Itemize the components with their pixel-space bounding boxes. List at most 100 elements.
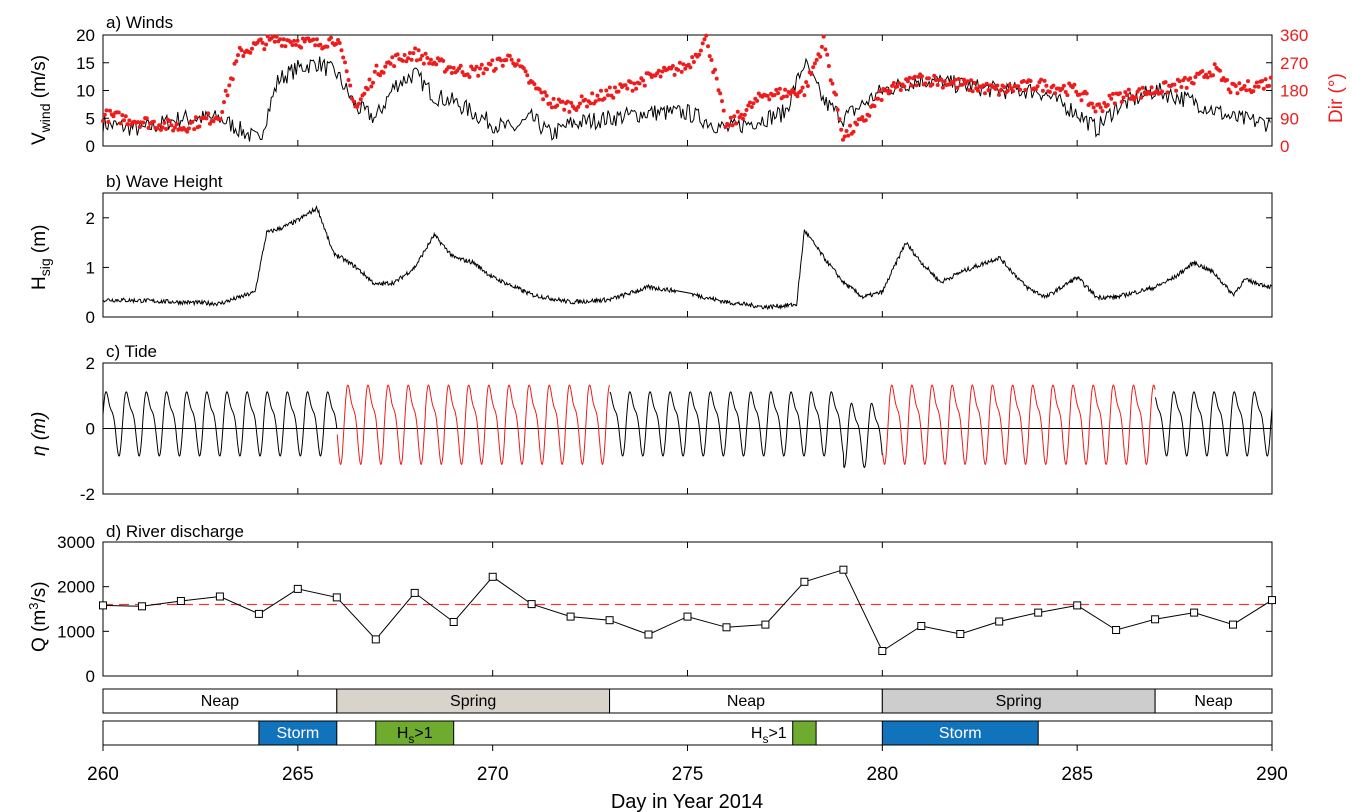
discharge-point — [761, 620, 770, 629]
wind-dir-point — [940, 85, 945, 90]
event-band — [881, 720, 1039, 746]
wind-dir-point — [1109, 96, 1114, 101]
wind-dir-point — [1016, 84, 1021, 89]
wind-dir-point — [597, 97, 602, 102]
wind-dir-point — [325, 44, 330, 49]
wind-dir-point — [1126, 87, 1131, 92]
wind-dir-point — [334, 41, 339, 46]
wind-dir-point — [120, 113, 125, 118]
event-label: Storm — [276, 725, 319, 742]
wind-dir-point — [371, 80, 375, 85]
wind-dir-point — [500, 63, 505, 68]
wind-dir-point — [1061, 83, 1066, 88]
discharge-point — [956, 630, 965, 638]
wind-dir-point — [381, 70, 386, 75]
wind-dir-point — [1121, 95, 1126, 100]
wind-dir-point — [606, 93, 610, 98]
wind-dir-point — [1246, 79, 1250, 84]
wind-dir-point — [274, 34, 279, 39]
wind-dir-point — [691, 60, 696, 64]
wind-dir-point — [774, 87, 779, 92]
wind-dir-point — [672, 72, 677, 77]
wind-dir-point — [418, 57, 423, 62]
wind-dir-point — [676, 67, 681, 72]
wind-dir-point — [428, 57, 433, 62]
wind-dir-point — [739, 112, 744, 117]
wind-dir-point — [351, 99, 356, 104]
wind-dir-point — [713, 67, 717, 72]
wind-dir-point — [1005, 88, 1010, 93]
wind-dir-point — [706, 44, 710, 49]
wind-dir-point — [372, 69, 377, 74]
wind-dir-point — [728, 115, 733, 120]
tide-spring-line — [336, 384, 611, 466]
wind-dir-point — [160, 125, 165, 130]
wind-dir-point — [1251, 89, 1256, 94]
wind-dir-point — [697, 52, 702, 57]
wind-dir-point — [208, 121, 212, 126]
wind-dir-point — [879, 98, 884, 102]
wind-dir-point — [578, 101, 582, 106]
panel-d-river-discharge: 0 1000 2000 3000 — [57, 533, 1276, 686]
wind-dir-point — [630, 88, 635, 93]
wind-dir-point — [1263, 77, 1268, 82]
wind-dir-point — [441, 58, 446, 63]
discharge-point — [644, 630, 653, 639]
wind-dir-point — [293, 42, 298, 47]
wind-dir-point — [907, 75, 912, 80]
event-label: Hs>1 — [397, 725, 433, 746]
wind-dir-point — [313, 43, 318, 48]
wind-dir-point — [658, 74, 663, 79]
wind-dir-point — [837, 117, 842, 122]
discharge-point — [878, 647, 887, 655]
wind-dir-point — [732, 114, 737, 119]
wind-dir-point — [1233, 84, 1238, 88]
wind-dir-point — [998, 88, 1003, 93]
wind-dir-point — [876, 96, 880, 101]
wind-dir-point — [406, 56, 411, 61]
wind-dir-point — [395, 52, 400, 57]
wind-dir-point — [1261, 86, 1266, 91]
wind-dir-point — [549, 105, 554, 110]
wind-dir-point — [842, 134, 847, 139]
wind-dir-point — [688, 65, 693, 70]
discharge-point — [917, 622, 926, 630]
wind-dir-point — [504, 58, 509, 62]
wind-dir-point — [588, 101, 593, 106]
discharge-point — [332, 593, 341, 602]
wind-dir-point — [993, 86, 998, 91]
panel-c-tide: -2 0 2 — [80, 354, 1273, 504]
wind-dir-point — [718, 91, 723, 96]
wind-dir-point — [723, 124, 728, 129]
wind-dir-point — [1098, 105, 1103, 110]
x-axis-tick-label: 260 — [87, 764, 119, 785]
panel-d-frame — [102, 541, 1273, 677]
panel-a-y2tick-label: 180 — [1280, 82, 1308, 101]
wind-dir-point — [146, 125, 151, 130]
wind-dir-point — [390, 55, 395, 60]
wind-dir-point — [1228, 90, 1233, 95]
wind-dir-point — [514, 62, 519, 67]
event-label: Storm — [939, 725, 982, 742]
discharge-point — [488, 572, 497, 581]
wind-dir-point — [923, 81, 928, 86]
timeline-bands: Neap Spring Neap Spring Neap Storm Hs>1 Hs>1 Sto… — [87, 688, 1288, 785]
wind-dir-point — [409, 57, 414, 62]
wind-dir-point — [265, 34, 270, 39]
wind-dir-point — [283, 44, 288, 49]
wind-dir-point — [1140, 85, 1145, 90]
wind-dir-point — [835, 107, 840, 112]
wind-dir-point — [1119, 99, 1124, 104]
wind-dir-point — [1063, 90, 1068, 94]
wind-dir-point — [623, 83, 628, 88]
wind-dir-point — [704, 33, 709, 38]
x-axis-tick-label: 270 — [477, 764, 509, 785]
wind-dir-point — [193, 115, 198, 120]
wind-dir-point — [930, 82, 935, 87]
wind-dir-point — [137, 125, 142, 129]
wind-dir-point — [965, 79, 970, 84]
wind-dir-point — [891, 81, 896, 85]
wind-dir-point — [851, 129, 856, 134]
wind-dir-point — [262, 47, 267, 52]
